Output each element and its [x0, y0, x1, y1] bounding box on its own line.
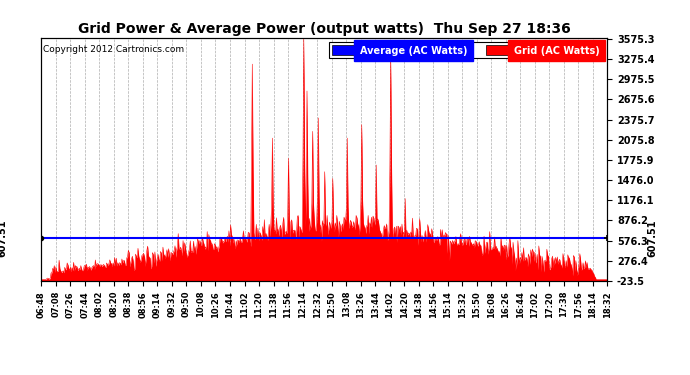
Text: Copyright 2012 Cartronics.com: Copyright 2012 Cartronics.com — [43, 45, 184, 54]
Text: 607.51: 607.51 — [0, 220, 8, 257]
Legend: Average (AC Watts), Grid (AC Watts): Average (AC Watts), Grid (AC Watts) — [329, 42, 602, 58]
Title: Grid Power & Average Power (output watts)  Thu Sep 27 18:36: Grid Power & Average Power (output watts… — [78, 22, 571, 36]
Y-axis label: 607.51: 607.51 — [647, 220, 658, 257]
